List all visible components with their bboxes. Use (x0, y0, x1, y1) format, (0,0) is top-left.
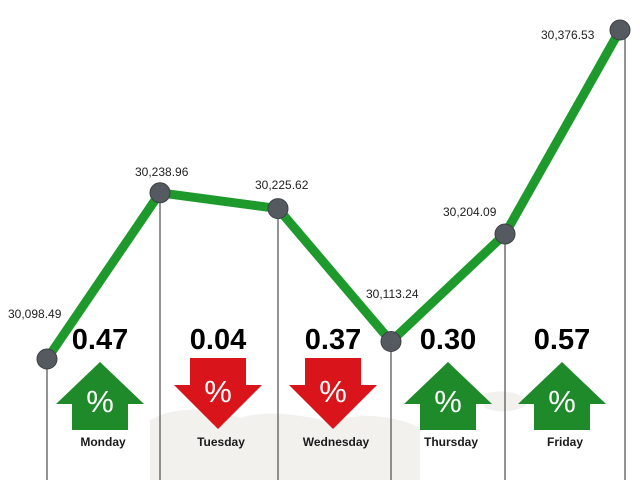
data-label: 30,225.62 (255, 178, 309, 192)
day-panel-wednesday: 0.37% Wednesday (289, 324, 377, 449)
percent-change-value: 0.47 (72, 324, 128, 356)
data-points (36, 19, 631, 370)
data-point-marker (380, 331, 402, 352)
daily-change-panels: 0.47%Monday0.04%Tuesday0.37%Wednesday0.3… (56, 324, 606, 449)
day-label: Monday (80, 435, 126, 449)
percent-change-value: 0.30 (420, 324, 476, 356)
series-line (42, 25, 625, 364)
percent-icon: % (319, 374, 347, 409)
arrow-up-icon (404, 362, 492, 430)
day-label: Tuesday (197, 435, 245, 449)
day-panel-monday: 0.47% Monday (56, 324, 144, 449)
percent-change-value: 0.57 (534, 324, 590, 356)
arrow-up-icon (56, 362, 144, 430)
data-label: 30,238.96 (135, 165, 189, 179)
day-label: Friday (547, 435, 583, 449)
percent-icon: % (204, 374, 232, 409)
percent-change-value: 0.04 (190, 324, 246, 356)
arrow-up-icon (518, 362, 606, 430)
data-point-marker (36, 348, 58, 370)
day-panel-tuesday: 0.04% Tuesday (174, 324, 262, 449)
arrow-down-icon (289, 358, 377, 429)
data-label: 30,204.09 (443, 205, 497, 219)
data-point-marker (494, 223, 516, 245)
arrow-down-icon (174, 358, 262, 429)
day-panel-thursday: 0.30% Thursday (404, 324, 492, 449)
data-point-marker (609, 19, 631, 41)
data-label: 30,113.24 (366, 287, 419, 301)
data-label: 30,098.49 (8, 307, 62, 321)
data-point-marker (267, 198, 289, 220)
percent-icon: % (548, 384, 576, 419)
day-divider-lines (46, 30, 626, 480)
data-label: 30,376.53 (541, 28, 595, 42)
data-labels: 30,098.49 30,238.96 30,225.62 30,113.24 30,2… (8, 28, 595, 321)
percent-icon: % (86, 384, 114, 419)
data-point-marker (149, 182, 171, 204)
percent-icon: % (434, 384, 462, 419)
day-label: Wednesday (303, 435, 370, 449)
day-label: Thursday (424, 435, 478, 449)
percent-change-value: 0.37 (305, 324, 361, 356)
day-panel-friday: 0.57% Friday (518, 324, 606, 449)
